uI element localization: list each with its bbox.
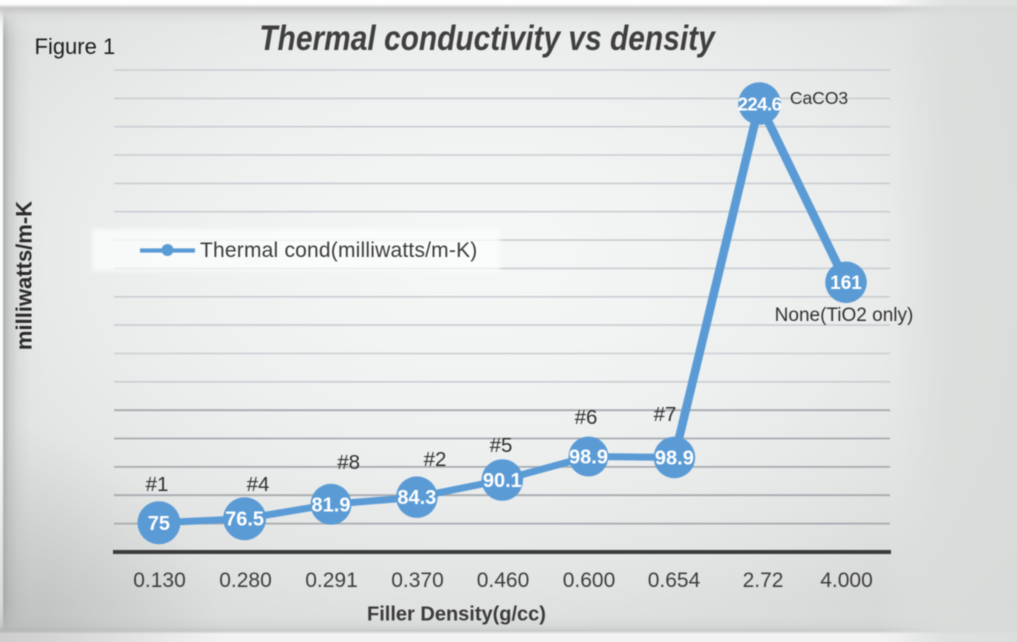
svg-text:0.600: 0.600: [563, 569, 616, 592]
svg-text:milliwatts/m-K: milliwatts/m-K: [12, 201, 37, 350]
svg-text:98.9: 98.9: [655, 447, 694, 469]
svg-text:4.000: 4.000: [820, 569, 873, 592]
svg-text:#4: #4: [247, 473, 270, 496]
svg-text:0.370: 0.370: [391, 569, 444, 592]
svg-text:0.291: 0.291: [305, 569, 358, 592]
svg-text:0.654: 0.654: [648, 569, 701, 592]
svg-text:Thermal cond(milliwatts/m-K): Thermal cond(milliwatts/m-K): [200, 239, 477, 262]
svg-text:0.280: 0.280: [219, 569, 272, 592]
svg-text:#8: #8: [337, 451, 360, 474]
svg-text:84.3: 84.3: [397, 487, 436, 509]
svg-text:75: 75: [148, 513, 170, 535]
svg-text:Figure 1: Figure 1: [35, 34, 116, 59]
svg-text:98.9: 98.9: [569, 447, 608, 469]
svg-text:CaCO3: CaCO3: [790, 88, 848, 108]
svg-text:224.6: 224.6: [738, 94, 782, 115]
svg-text:0.130: 0.130: [133, 569, 186, 592]
svg-text:81.9: 81.9: [312, 494, 351, 516]
svg-text:#7: #7: [654, 403, 677, 426]
svg-text:161: 161: [830, 273, 862, 294]
svg-text:90.1: 90.1: [483, 470, 522, 492]
svg-text:None(TiO2 only): None(TiO2 only): [775, 305, 914, 326]
svg-text:76.5: 76.5: [225, 509, 264, 531]
svg-text:#5: #5: [490, 434, 513, 457]
svg-text:#1: #1: [146, 473, 169, 496]
svg-text:#6: #6: [575, 406, 598, 429]
svg-text:2.72: 2.72: [743, 569, 784, 592]
svg-text:Thermal conductivity vs densit: Thermal conductivity vs density: [259, 19, 716, 58]
svg-text:0.460: 0.460: [477, 569, 530, 592]
svg-text:Filler Density(g/cc): Filler Density(g/cc): [367, 604, 546, 626]
svg-text:#2: #2: [424, 448, 447, 471]
